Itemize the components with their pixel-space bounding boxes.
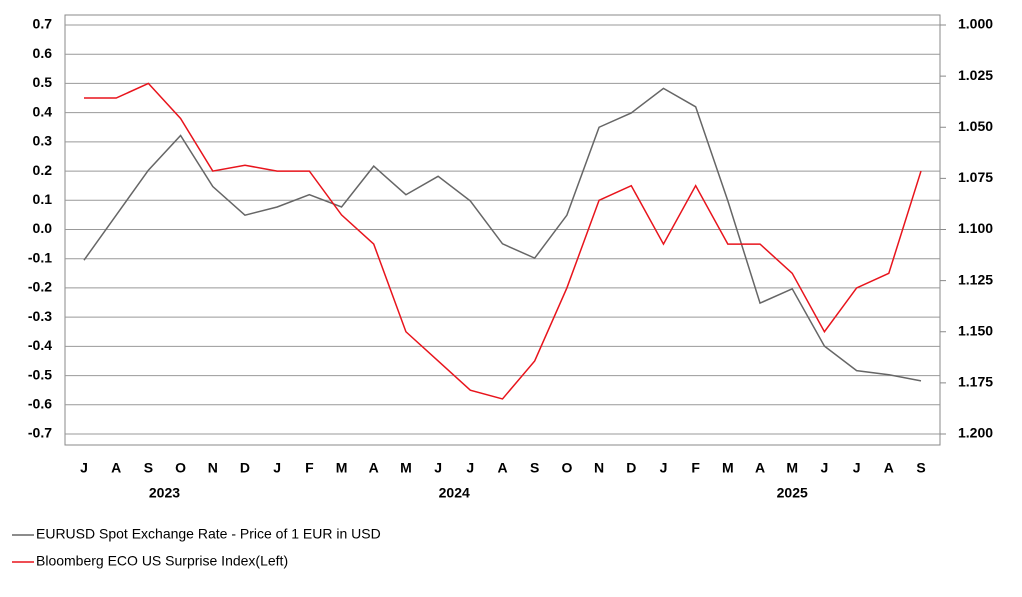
y2-tick-label: 1.100 [958,220,993,236]
x-tick-label: S [144,460,153,476]
y-tick-label: -0.2 [28,279,52,295]
x-tick-label: O [561,460,572,476]
y2-tick-label: 1.025 [958,67,993,83]
y-tick-label: 0.7 [33,16,53,32]
y2-tick-label: 1.075 [958,169,993,185]
legend-label: Bloomberg ECO US Surprise Index(Left) [36,553,288,569]
series-line [84,82,922,400]
x-tick-label: F [305,460,314,476]
x-tick-label: A [884,460,894,476]
x-tick-label: M [400,460,412,476]
x-tick-label: J [273,460,281,476]
y-tick-label: -0.6 [28,395,52,411]
x-tick-label: A [497,460,507,476]
legend-label: EURUSD Spot Exchange Rate - Price of 1 E… [36,526,381,542]
y-tick-label: 0.6 [33,45,53,61]
x-tick-label: J [434,460,442,476]
x-tick-label: J [660,460,668,476]
x-tick-label: S [916,460,925,476]
y2-tick-label: 1.175 [958,374,993,390]
x-tick-label: S [530,460,539,476]
year-label: 2024 [439,485,470,501]
x-tick-label: D [240,460,250,476]
y-tick-label: -0.4 [28,337,52,353]
year-label: 2023 [149,485,180,501]
x-tick-label: A [755,460,765,476]
y2-tick-label: 1.125 [958,271,993,287]
x-tick-label: J [821,460,829,476]
y-tick-label: 0.2 [33,162,53,178]
y-tick-label: -0.1 [28,249,52,265]
x-tick-label: D [626,460,636,476]
x-tick-label: J [80,460,88,476]
x-tick-label: M [722,460,734,476]
x-tick-label: F [691,460,700,476]
y-tick-label: 0.1 [33,191,53,207]
x-tick-label: J [466,460,474,476]
y-tick-label: 0.3 [33,133,53,149]
y2-tick-label: 1.000 [958,16,993,32]
x-tick-label: N [208,460,218,476]
y-tick-label: -0.7 [28,425,52,441]
x-tick-label: O [175,460,186,476]
x-tick-label: A [369,460,379,476]
y-tick-label: 0.4 [33,103,53,119]
y-tick-label: -0.3 [28,308,52,324]
y2-tick-label: 1.050 [958,118,993,134]
series-line [83,87,922,382]
y2-tick-label: 1.200 [958,425,993,441]
x-tick-label: N [594,460,604,476]
x-tick-label: A [111,460,121,476]
y-tick-label: 0.5 [33,74,53,90]
x-tick-label: M [336,460,348,476]
y-tick-label: -0.5 [28,366,52,382]
year-label: 2025 [777,485,808,501]
y-tick-label: 0.0 [33,220,53,236]
x-tick-label: M [786,460,798,476]
x-tick-label: J [853,460,861,476]
y2-tick-label: 1.150 [958,322,993,338]
